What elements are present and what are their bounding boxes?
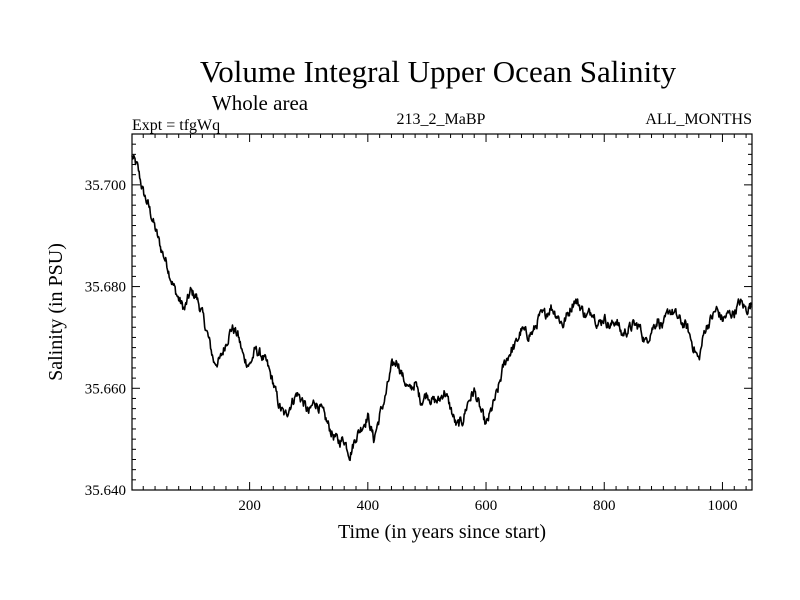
x-axis-label: Time (in years since start) bbox=[338, 521, 546, 543]
y-tick-label: 35.700 bbox=[85, 178, 126, 194]
y-tick-label: 35.640 bbox=[85, 483, 126, 499]
run-label: 213_2_MaBP bbox=[397, 111, 486, 128]
plot-frame bbox=[131, 133, 753, 491]
chart-subtitle: Whole area bbox=[212, 91, 309, 115]
months-label: ALL_MONTHS bbox=[645, 111, 752, 128]
salinity-series-line bbox=[131, 154, 753, 462]
x-tick-label: 600 bbox=[475, 498, 498, 514]
chart-title: Volume Integral Upper Ocean Salinity bbox=[200, 54, 677, 89]
x-axis: 200 400 600 800 1000 bbox=[142, 134, 747, 514]
x-tick-label: 800 bbox=[593, 498, 616, 514]
y-axis: 35.640 35.660 35.680 35.700 bbox=[85, 133, 752, 499]
x-tick-label: 400 bbox=[357, 498, 380, 514]
expt-label: Expt = tfgWq bbox=[132, 117, 220, 134]
y-tick-label: 35.660 bbox=[85, 381, 126, 397]
x-tick-label: 200 bbox=[238, 498, 261, 514]
x-tick-label: 1000 bbox=[707, 498, 737, 514]
y-axis-label: Salinity (in PSU) bbox=[45, 243, 67, 381]
y-tick-label: 35.680 bbox=[85, 280, 126, 296]
